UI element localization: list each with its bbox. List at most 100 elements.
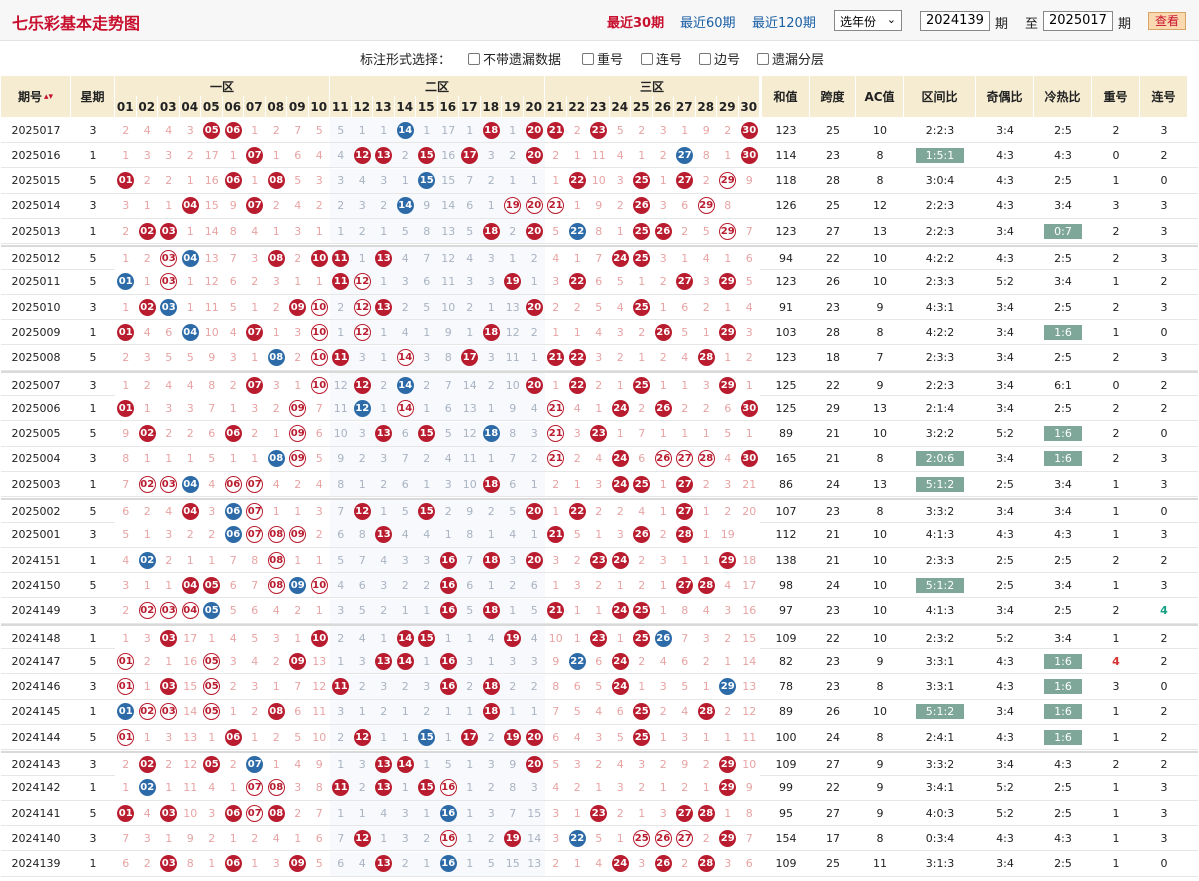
omission-count: 4 <box>272 604 280 618</box>
number-cell: 22 <box>566 168 588 193</box>
omission-count: 1 <box>380 401 388 415</box>
ball-30: 30 <box>740 146 758 164</box>
sort-icon[interactable]: ▴▾ <box>43 91 54 102</box>
ball-26: 26 <box>654 399 672 417</box>
checkbox-icon[interactable] <box>757 53 769 65</box>
number-cell: 1 <box>631 345 653 370</box>
number-cell: 4 <box>394 246 416 271</box>
range-120-link[interactable]: 最近120期 <box>752 16 816 31</box>
omission-count: 1 <box>143 452 151 466</box>
number-cell: 2 <box>158 752 180 777</box>
range-60-link[interactable]: 最近60期 <box>680 16 736 31</box>
number-cell: 1 <box>437 626 459 650</box>
omission-count: 14 <box>742 654 757 668</box>
number-cell: 1 <box>136 446 158 471</box>
omission-count: 3 <box>143 148 151 162</box>
number-cell: 2 <box>652 752 674 777</box>
number-cell: 15 <box>416 143 438 168</box>
ball-29: 29 <box>719 678 737 696</box>
ball-14: 14 <box>396 399 414 417</box>
option-consecutive[interactable]: 连号 <box>641 49 682 68</box>
omission-count: 1 <box>358 705 366 719</box>
omission-count: 3 <box>208 806 216 820</box>
number-cell: 6 <box>545 725 567 750</box>
query-button[interactable]: 查看 <box>1148 12 1186 30</box>
checkbox-icon[interactable] <box>582 53 594 65</box>
omission-count: 8 <box>466 528 474 542</box>
consecutive-count: 2 <box>1160 378 1168 392</box>
year-select[interactable]: 选年份 ⌄ <box>834 10 902 31</box>
number-cell: 8 <box>437 345 459 370</box>
omission-count: 6 <box>552 730 560 744</box>
omission-count: 3 <box>229 351 237 365</box>
omission-count: 8 <box>745 806 753 820</box>
number-cell: 4 <box>115 548 137 573</box>
number-cell: 5 <box>545 219 567 244</box>
number-cell: 12 <box>351 499 373 524</box>
from-issue-input[interactable]: 2024139 <box>920 11 990 31</box>
option-layered[interactable]: 遗漏分层 <box>757 49 824 68</box>
ball-29: 29 <box>719 273 737 291</box>
number-cell: 1 <box>201 725 223 750</box>
number-cell: 1 <box>287 626 309 650</box>
omission-count: 1 <box>165 831 173 845</box>
repeat-count: 1 <box>1112 806 1120 820</box>
omission-count: 6 <box>122 505 130 518</box>
number-cell: 24 <box>609 472 631 497</box>
omission-count: 2 <box>573 123 581 137</box>
number-cell: 16 <box>437 143 459 168</box>
ball-20: 20 <box>525 756 543 773</box>
omission-count: 9 <box>122 427 130 441</box>
omission-count: 7 <box>466 553 474 567</box>
omission-count: 2 <box>616 351 624 365</box>
omission-count: 1 <box>186 174 194 188</box>
omission-count: 1 <box>466 631 474 645</box>
number-cell: 06 <box>222 801 244 826</box>
omission-count: 3 <box>616 325 624 339</box>
number-cell: 1 <box>330 752 352 777</box>
number-cell: 05 <box>201 649 223 674</box>
number-cell: 6 <box>115 851 137 876</box>
number-cell: 03 <box>158 626 180 650</box>
option-repeat[interactable]: 重号 <box>582 49 623 68</box>
number-cell: 1 <box>609 573 631 598</box>
option-edge[interactable]: 边号 <box>699 49 740 68</box>
number-cell: 1 <box>222 775 244 800</box>
checkbox-icon[interactable] <box>641 53 653 65</box>
omission-count: 1 <box>165 781 173 795</box>
ball-13: 13 <box>375 526 393 544</box>
number-cell: 3 <box>158 143 180 168</box>
number-cell: 13 <box>373 522 395 547</box>
checkbox-icon[interactable] <box>468 53 480 65</box>
ball-20: 20 <box>525 121 543 139</box>
number-cell: 28 <box>695 345 717 370</box>
number-cell: 2 <box>201 522 223 547</box>
number-cell: 3 <box>545 269 567 294</box>
omission-count: 3 <box>745 325 753 339</box>
number-cell: 5 <box>459 598 481 623</box>
number-cell: 09 <box>287 573 309 598</box>
omission-count: 4 <box>724 452 732 466</box>
number-cell: 3 <box>136 345 158 370</box>
checkbox-icon[interactable] <box>699 53 711 65</box>
number-header: 25 <box>631 96 653 117</box>
number-cell: 2 <box>287 801 309 826</box>
omission-count: 9 <box>702 123 710 137</box>
number-cell: 1 <box>545 320 567 345</box>
number-cell: 6 <box>437 396 459 421</box>
omission-count: 3 <box>272 378 280 392</box>
number-cell: 9 <box>115 421 137 446</box>
consecutive-count: 3 <box>1160 351 1168 365</box>
omission-count: 3 <box>509 654 517 668</box>
to-issue-input[interactable]: 2025017 <box>1043 11 1113 31</box>
option-no-omission[interactable]: 不带遗漏数据 <box>468 49 561 68</box>
number-cell: 24 <box>609 446 631 471</box>
number-cell: 3 <box>480 752 502 777</box>
range-30-link[interactable]: 最近30期 <box>607 16 665 31</box>
number-cell: 4 <box>523 626 545 650</box>
ball-02: 02 <box>138 551 156 569</box>
omission-count: 2 <box>702 654 710 668</box>
ball-09: 09 <box>289 576 307 594</box>
number-cell: 18 <box>480 699 502 724</box>
omission-count: 7 <box>681 631 689 645</box>
